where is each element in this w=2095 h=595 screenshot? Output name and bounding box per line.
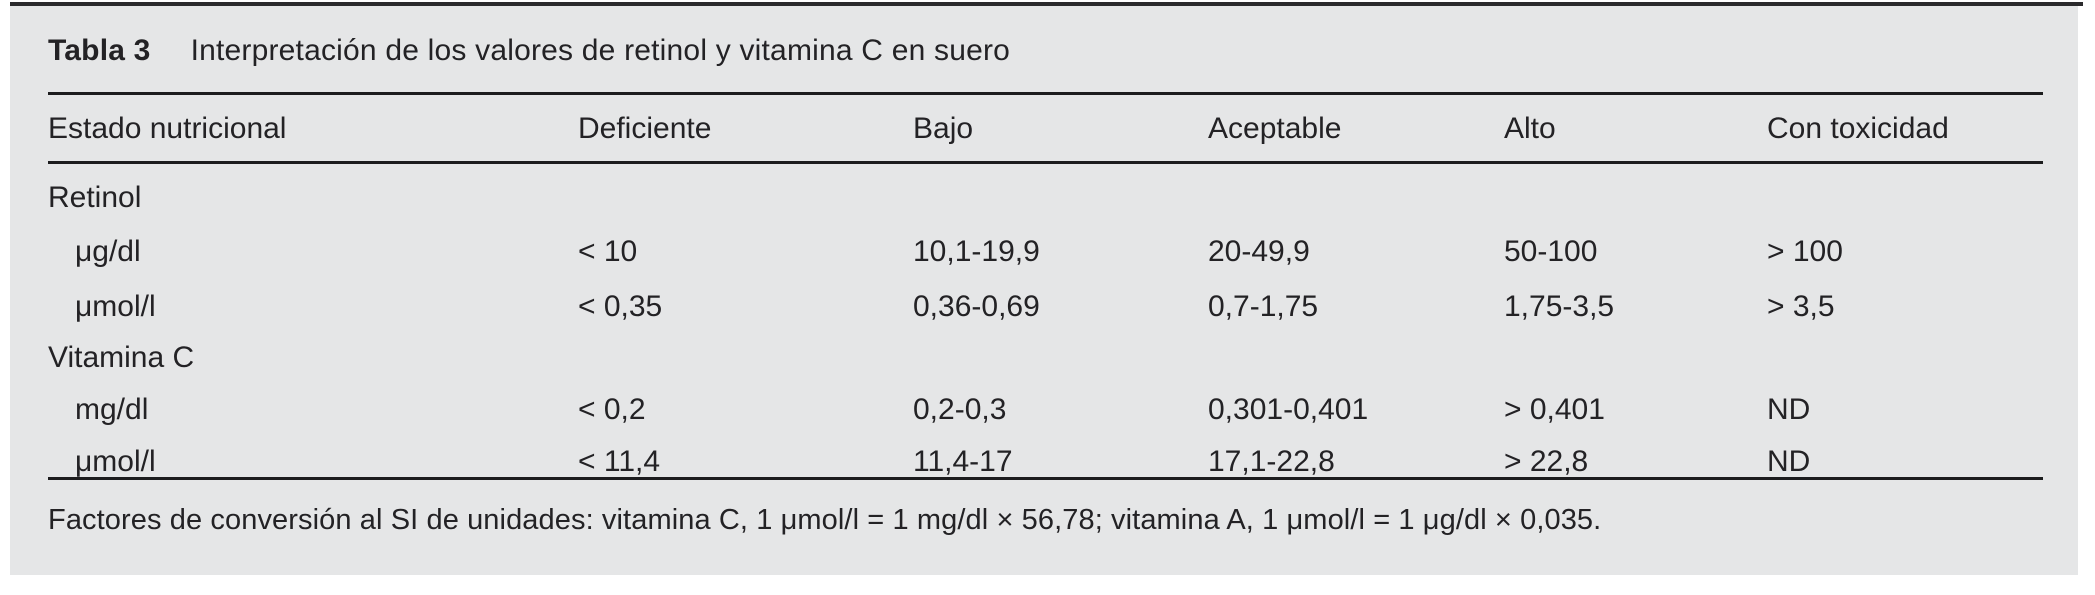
row-label-umol-l: μmol/l [75,445,156,478]
table-cell: 50-100 [1504,235,1598,268]
table-cell: ND [1767,445,1811,478]
table-cell: 11,4-17 [913,445,1013,478]
column-header-deficiente: Deficiente [578,112,712,145]
column-header-bajo: Bajo [913,112,974,145]
table-cell: 1,75-3,5 [1504,290,1615,323]
column-header-alto: Alto [1504,112,1556,145]
table-cell: 0,2-0,3 [913,393,1007,426]
table-row: μmol/l < 0,35 0,36-0,69 0,7-1,75 1,75-3,… [48,291,2078,323]
row-label-ug-dl: μg/dl [75,235,141,268]
table-cell: > 22,8 [1504,445,1589,478]
column-header-aceptable: Aceptable [1208,112,1342,145]
bottom-rule [48,477,2043,480]
table-cell: 10,1-19,9 [913,235,1040,268]
table-panel: Tabla 3 Interpretación de los valores de … [10,6,2078,575]
header-rule [48,161,2043,164]
table-cell: < 10 [578,235,638,268]
table-row: μg/dl < 10 10,1-19,9 20-49,9 50-100 > 10… [48,236,2078,268]
table-cell: 0,36-0,69 [913,290,1040,323]
table-cell: < 0,35 [578,290,663,323]
group-row-vitamina-c: Vitamina C [48,342,2078,374]
table-title-text: Interpretación de los valores de retinol… [190,34,1011,67]
table-cell: < 11,4 [578,445,661,478]
table-row: μmol/l < 11,4 11,4-17 17,1-22,8 > 22,8 N… [48,446,2078,478]
table-cell: 0,301-0,401 [1208,393,1369,426]
table-cell: 17,1-22,8 [1208,445,1335,478]
caption-rule [48,92,2043,95]
column-header-con-toxicidad: Con toxicidad [1767,112,1949,145]
table-number-label: Tabla 3 [48,34,151,67]
table-cell: 0,7-1,75 [1208,290,1319,323]
group-header-retinol: Retinol [48,181,142,214]
row-label-umol-l: μmol/l [75,290,156,323]
table-cell: ND [1767,393,1811,426]
table-caption: Tabla 3 Interpretación de los valores de … [48,34,1010,68]
table-cell: > 100 [1767,235,1843,268]
page-top-rule [10,2,2083,6]
column-header-estado-nutricional: Estado nutricional [48,112,287,145]
group-header-vitamina-c: Vitamina C [48,341,195,374]
group-row-retinol: Retinol [48,182,2078,214]
table-cell: 20-49,9 [1208,235,1310,268]
table-cell: > 0,401 [1504,393,1605,426]
table-row: mg/dl < 0,2 0,2-0,3 0,301-0,401 > 0,401 … [48,394,2078,426]
table-footnote: Factores de conversión al SI de unidades… [48,504,1602,536]
row-label-mg-dl: mg/dl [75,393,149,426]
table-cell: > 3,5 [1767,290,1835,323]
table-cell: < 0,2 [578,393,646,426]
table-header-row: Estado nutricional Deficiente Bajo Acept… [48,113,2078,145]
